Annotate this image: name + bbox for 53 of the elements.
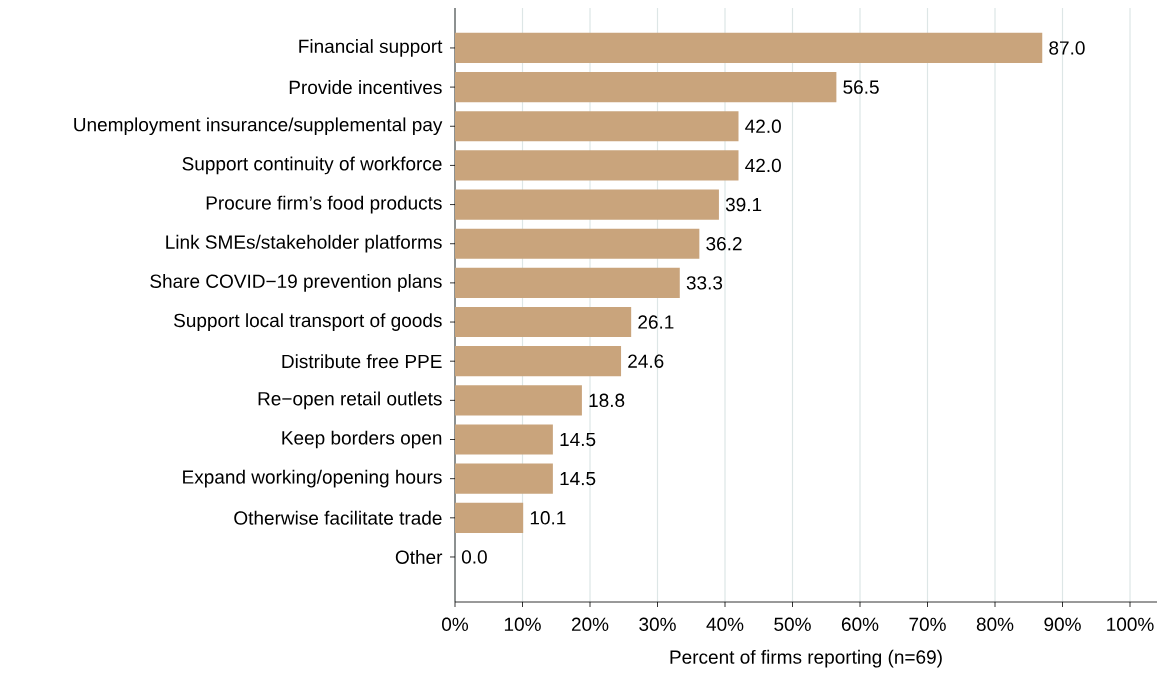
- bar: [455, 424, 553, 455]
- data-label: 36.2: [706, 237, 742, 251]
- data-label: 42.0: [745, 158, 781, 173]
- y-tick-label: Financial support: [299, 39, 443, 57]
- data-label: 56.5: [843, 80, 879, 94]
- data-label: 39.1: [725, 197, 762, 212]
- data-label: 18.8: [589, 393, 625, 408]
- bar: [455, 32, 1043, 64]
- x-tick-label: 100%: [1107, 617, 1154, 631]
- y-tick-label: Other: [395, 550, 443, 564]
- data-label: 10.1: [530, 511, 566, 525]
- bar: [455, 228, 700, 259]
- x-tick-label: 50%: [774, 617, 811, 631]
- x-tick-label: 0%: [442, 617, 469, 631]
- x-tick-label: 30%: [639, 617, 676, 631]
- y-tick-label: Provide incentives: [289, 80, 442, 95]
- bar: [455, 502, 524, 533]
- y-tick-label: Procure firm’s food products: [206, 195, 442, 214]
- bar: [455, 150, 739, 181]
- y-tick-label: Support continuity of workforce: [182, 156, 442, 175]
- x-tick-label: 40%: [706, 617, 744, 631]
- x-tick-label: 90%: [1044, 617, 1081, 631]
- bar: [455, 306, 632, 338]
- x-axis-title: Percent of firms reporting (n=69): [670, 649, 942, 668]
- bar: [455, 346, 622, 377]
- x-tick-label: 10%: [504, 617, 541, 631]
- data-label: 24.6: [628, 354, 664, 368]
- y-tick-label: Link SMEs/stakeholder platforms: [166, 234, 442, 253]
- x-tick-label: 60%: [841, 617, 879, 631]
- data-label: 33.3: [686, 276, 723, 290]
- bar: [455, 72, 837, 103]
- y-tick-label: Re−open retail outlets: [258, 391, 442, 410]
- x-tick-label: 20%: [571, 617, 609, 631]
- data-label: 26.1: [638, 315, 674, 329]
- x-tick-label: 70%: [909, 617, 946, 631]
- y-tick-label: Expand working/opening hours: [183, 469, 442, 488]
- bar: [455, 267, 680, 298]
- bar: [455, 189, 719, 220]
- data-label: 14.5: [560, 432, 596, 447]
- y-tick-label: Distribute free PPE: [282, 354, 442, 369]
- y-tick-label: Share COVID−19 prevention plans: [150, 274, 442, 292]
- bar: [455, 111, 739, 142]
- y-tick-label: Support local transport of goods: [174, 313, 442, 331]
- data-label: 14.5: [560, 472, 596, 486]
- data-label: 0.0: [461, 550, 487, 564]
- data-label: 87.0: [1049, 41, 1085, 55]
- y-tick-label: Otherwise facilitate trade: [234, 510, 442, 525]
- bar: [455, 463, 553, 494]
- y-tick-label: Unemployment insurance/supplemental pay: [74, 117, 443, 136]
- y-tick-label: Keep borders open: [282, 430, 442, 449]
- bar: [455, 385, 582, 416]
- data-label: 42.0: [745, 119, 781, 133]
- x-tick-label: 80%: [976, 617, 1014, 631]
